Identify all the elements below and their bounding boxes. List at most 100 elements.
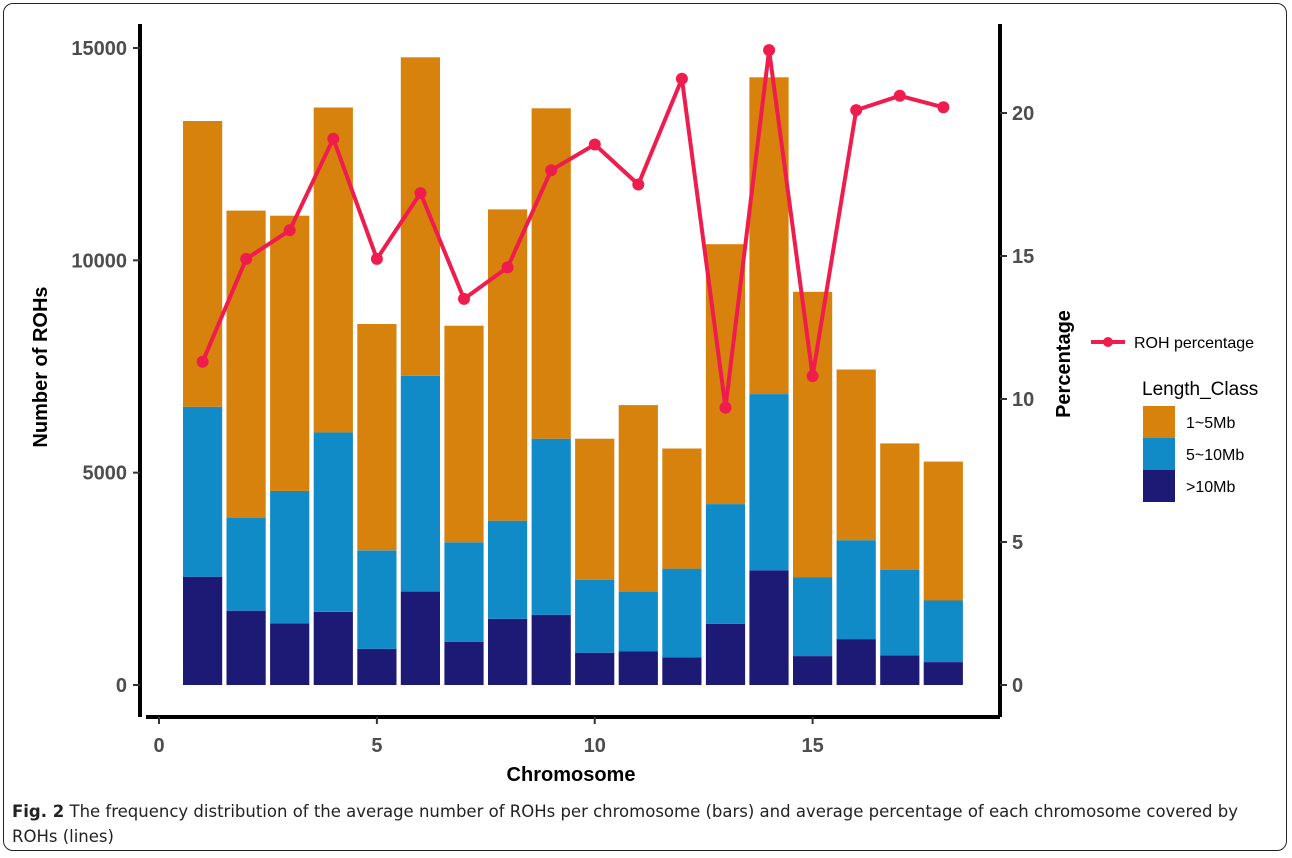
bar-chr9-10Mb: [531, 614, 571, 685]
bar-chr9-510Mb: [531, 438, 571, 615]
y-tick-label-5000: 5000: [83, 463, 128, 485]
bar-chr17-510Mb: [880, 569, 920, 656]
bar-chr18-15Mb: [923, 461, 963, 601]
roh-percentage-point-chr7: [458, 292, 470, 305]
bar-chr3-510Mb: [270, 490, 310, 624]
roh-percentage-point-chr16: [850, 104, 863, 117]
bar-chr13-10Mb: [705, 623, 746, 685]
bar-chr4-15Mb: [313, 107, 353, 433]
bar-chr16-510Mb: [836, 540, 876, 640]
bar-chr17-10Mb: [880, 655, 920, 685]
bar-chr16-15Mb: [836, 369, 876, 541]
roh-percentage-point-chr18: [937, 101, 950, 114]
x-tick-label-15: 15: [802, 735, 824, 757]
y-tick-label-0: 0: [116, 675, 127, 697]
bar-chr16-10Mb: [836, 639, 876, 685]
bar-chr15-15Mb: [793, 291, 833, 578]
bar-chr3-10Mb: [270, 623, 310, 685]
roh-percentage-point-chr4: [327, 132, 340, 145]
bar-chr2-510Mb: [226, 517, 266, 611]
bar-chr9-15Mb: [531, 108, 571, 439]
legend-line-label: ROH percentage: [1134, 335, 1254, 352]
roh-percentage-point-chr12: [675, 72, 688, 85]
bar-chr8-510Mb: [488, 520, 528, 619]
bar-chr5-510Mb: [357, 550, 397, 649]
legend-title: Length_Class: [1142, 379, 1258, 400]
bar-chr12-10Mb: [662, 657, 702, 685]
bar-chr15-510Mb: [793, 577, 833, 657]
bar-chr11-10Mb: [618, 651, 658, 685]
bar-chr8-15Mb: [488, 209, 528, 521]
bar-chr10-510Mb: [575, 579, 615, 653]
y-axis-title: Number of ROHs: [30, 286, 52, 447]
y2-tick-label-15: 15: [1012, 246, 1034, 268]
caption-label: Fig. 2: [12, 802, 65, 821]
bar-chr12-15Mb: [662, 448, 702, 569]
bar-chr2-10Mb: [226, 610, 266, 685]
bar-chr11-15Mb: [618, 405, 658, 592]
roh-percentage-point-chr6: [414, 187, 427, 200]
bar-chr6-10Mb: [400, 591, 440, 685]
bars-layer: [183, 57, 963, 685]
y-tick-label-15000: 15000: [71, 38, 127, 60]
x-tick-label-5: 5: [371, 735, 382, 757]
bar-chr7-510Mb: [444, 542, 484, 642]
bar-chr4-510Mb: [313, 432, 353, 612]
chart: 0 5000 10000 15000 0 5 10 15 20 0 5 10 15 Chromosome…: [30, 24, 1258, 786]
bar-chr17-15Mb: [880, 443, 920, 570]
roh-percentage-point-chr13: [719, 401, 732, 414]
bar-chr10-15Mb: [575, 438, 615, 580]
line-layer: [196, 44, 950, 414]
bar-chr7-15Mb: [444, 325, 484, 543]
roh-percentage-point-chr14: [763, 44, 776, 57]
ticks-layer: 0 5000 10000 15000 0 5 10 15 20 0 5 10 15: [71, 38, 1034, 757]
roh-percentage-point-chr10: [588, 138, 601, 151]
bar-chr15-10Mb: [793, 656, 833, 685]
bar-chr10-10Mb: [575, 652, 615, 685]
roh-percentage-point-chr5: [370, 252, 383, 265]
bar-chr12-510Mb: [662, 568, 702, 658]
bar-chr14-10Mb: [749, 570, 789, 685]
roh-percentage-point-chr1: [196, 355, 209, 368]
bar-chr14-15Mb: [749, 77, 789, 395]
legend-label-15Mb: 1~5Mb: [1186, 415, 1235, 432]
legend-items: 1~5Mb 5~10Mb >10Mb: [1143, 406, 1244, 502]
bar-chr11-510Mb: [618, 591, 658, 652]
bar-chr14-510Mb: [749, 394, 789, 571]
legend-line-marker: [1103, 337, 1113, 347]
figure-frame: [3, 3, 1287, 851]
figure-caption: Fig. 2 The frequency distribution of the…: [12, 799, 1277, 849]
caption-text: The frequency distribution of the averag…: [12, 802, 1238, 846]
bar-chr3-15Mb: [270, 215, 310, 491]
roh-percentage-point-chr8: [501, 261, 514, 274]
y2-tick-label-0: 0: [1012, 675, 1023, 697]
legend-swatch-10Mb: [1143, 470, 1175, 502]
axes-layer: [138, 24, 1002, 719]
bar-chr1-10Mb: [183, 576, 223, 685]
bar-chr8-10Mb: [488, 618, 528, 685]
x-tick-label-0: 0: [153, 735, 164, 757]
bar-chr18-10Mb: [923, 662, 963, 685]
legend-swatch-15Mb: [1143, 406, 1175, 438]
bar-chr18-510Mb: [923, 600, 963, 663]
legend-label-510Mb: 5~10Mb: [1186, 447, 1244, 464]
roh-percentage-point-chr17: [893, 89, 906, 102]
legend-swatch-510Mb: [1143, 438, 1175, 470]
roh-percentage-point-chr9: [545, 164, 558, 177]
legend-label-10Mb: >10Mb: [1186, 479, 1235, 496]
y2-axis-title: Percentage: [1053, 310, 1075, 418]
bar-chr4-10Mb: [313, 612, 353, 685]
roh-percentage-point-chr3: [283, 224, 296, 237]
bar-chr5-15Mb: [357, 324, 397, 551]
y2-tick-label-20: 20: [1012, 103, 1034, 125]
legend: ROH percentage Length_Class 1~5Mb 5~10Mb >…: [1091, 335, 1258, 502]
x-axis-title: Chromosome: [507, 764, 636, 786]
bar-chr7-10Mb: [444, 641, 484, 685]
roh-percentage-line: [200, 48, 944, 410]
y-tick-label-10000: 10000: [71, 250, 127, 272]
bar-chr6-510Mb: [400, 375, 440, 592]
bar-chr1-510Mb: [183, 406, 223, 577]
y2-tick-label-5: 5: [1012, 532, 1023, 554]
roh-percentage-point-chr15: [806, 370, 819, 383]
roh-percentage-point-chr11: [632, 178, 645, 191]
